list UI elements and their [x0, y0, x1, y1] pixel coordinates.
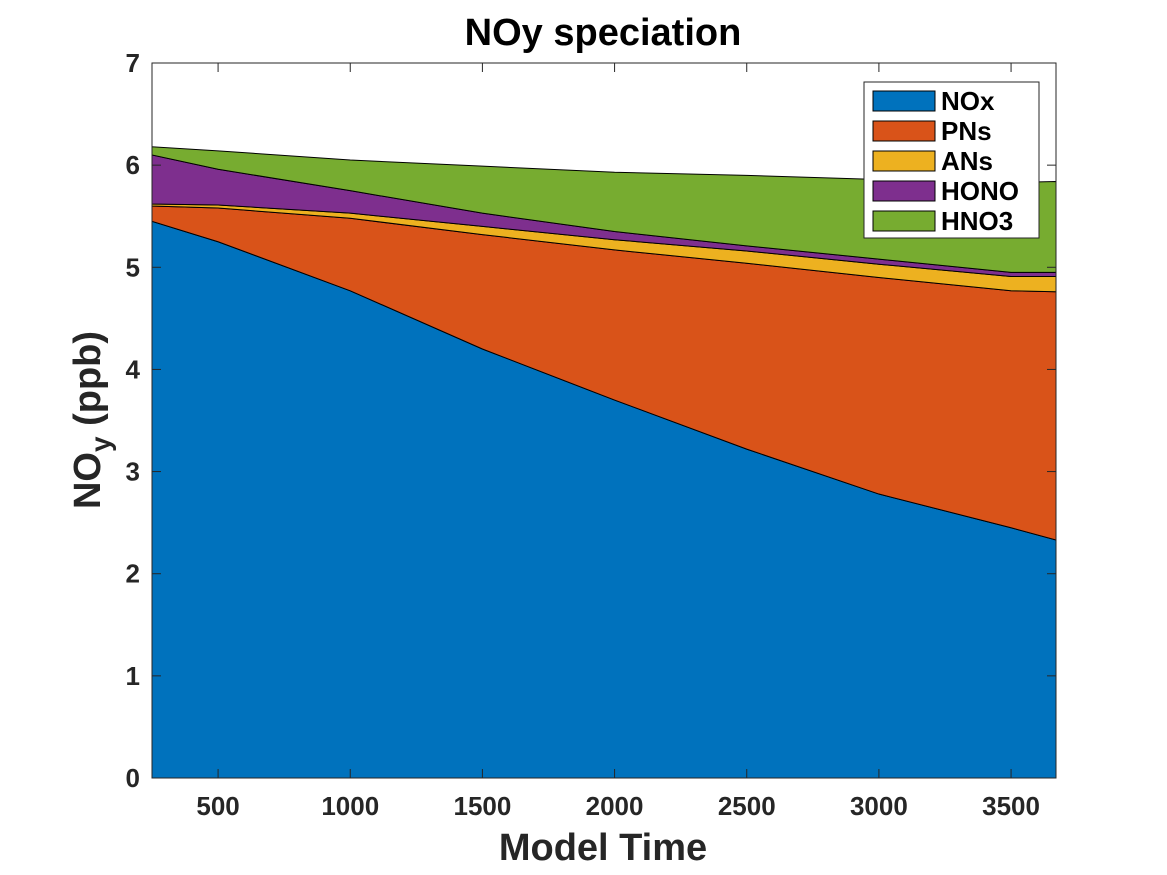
y-tick-label: 7 [126, 48, 140, 78]
y-axis: 0 1 2 3 4 5 6 7 [126, 48, 1056, 793]
plot-areas [151, 146, 1057, 779]
legend-swatch-ans [872, 150, 936, 172]
x-tick-label: 500 [196, 791, 239, 821]
y-axis-label-subscript: y [85, 436, 116, 452]
legend-swatch-hno3 [872, 210, 936, 232]
legend-swatch-pns [872, 120, 936, 142]
x-tick-label: 3500 [982, 791, 1040, 821]
x-tick-label: 3000 [850, 791, 908, 821]
y-axis-label-unit: (ppb) [67, 331, 109, 437]
legend-label-pns: PNs [941, 116, 992, 146]
y-axis-label: NOy (ppb) [67, 331, 116, 509]
x-axis-label: Model Time [499, 827, 707, 869]
y-tick-label: 1 [126, 661, 140, 691]
y-tick-label: 2 [126, 559, 140, 589]
plot-frame [151, 62, 1057, 779]
x-tick-label: 1500 [453, 791, 511, 821]
legend-label-hono: HONO [941, 176, 1019, 206]
y-axis-label-main: NO [67, 452, 109, 509]
legend-label-nox: NOx [941, 86, 995, 116]
legend-swatch-hono [872, 180, 936, 202]
x-tick-label: 2000 [586, 791, 644, 821]
legend-label-hno3: HNO3 [941, 206, 1013, 236]
legend-swatch-nox [872, 90, 936, 112]
y-tick-label: 5 [126, 252, 140, 282]
x-tick-label: 1000 [321, 791, 379, 821]
y-tick-label: 6 [126, 150, 140, 180]
y-tick-label: 3 [126, 457, 140, 487]
x-tick-label: 2500 [718, 791, 776, 821]
legend-label-ans: ANs [941, 146, 993, 176]
y-tick-label: 4 [126, 354, 141, 384]
y-tick-label: 0 [126, 763, 140, 793]
x-axis: 500 1000 1500 2000 2500 3000 3500 [196, 63, 1040, 821]
chart-title: NOy speciation [465, 12, 742, 54]
